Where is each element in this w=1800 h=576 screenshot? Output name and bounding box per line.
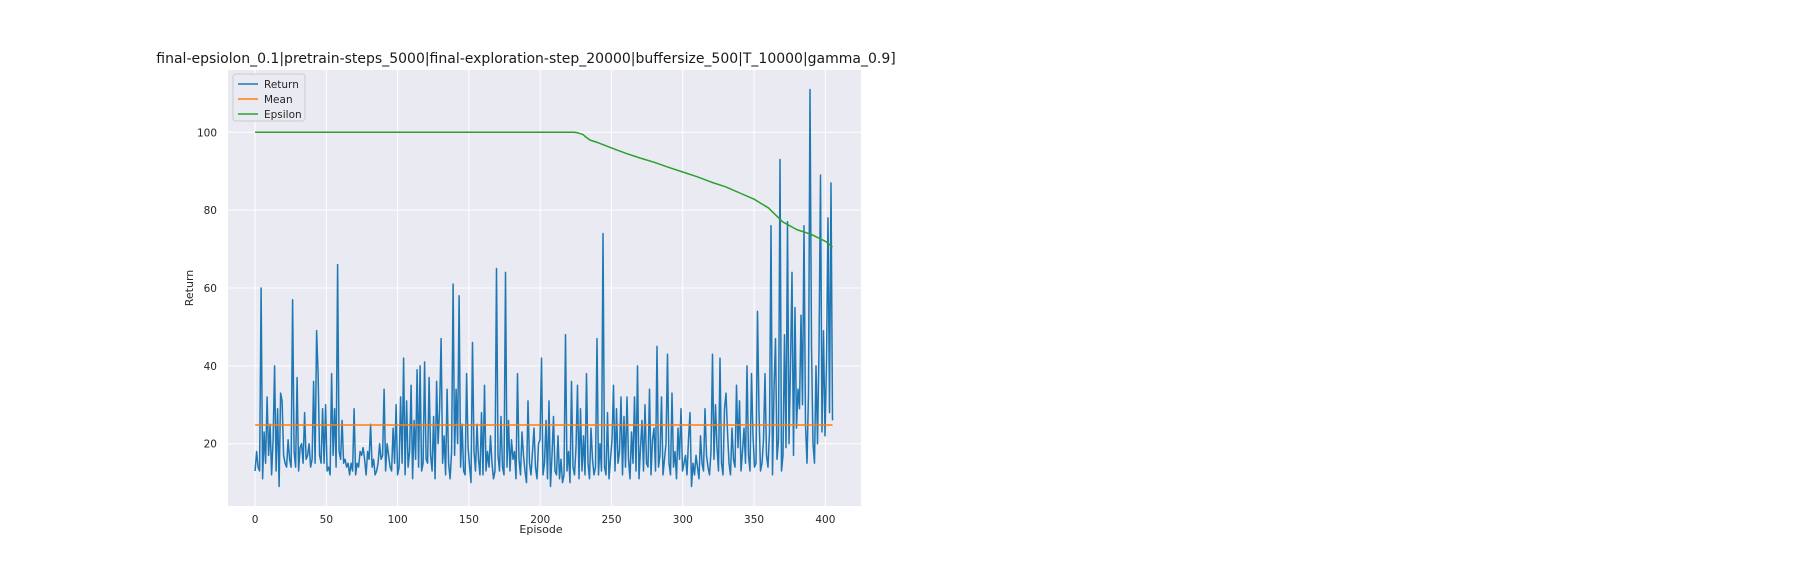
tick-labels: 0 50 100 150 200 250 300 350 400 20 40 60 80 100 xyxy=(197,127,835,526)
legend-box xyxy=(232,73,306,122)
x-tick-label: 400 xyxy=(815,514,835,526)
x-tick-label: 300 xyxy=(673,514,693,526)
legend-label: Return xyxy=(264,79,299,91)
x-tick-label: 50 xyxy=(320,514,333,526)
x-tick-label: 350 xyxy=(744,514,764,526)
y-axis-label: Return xyxy=(183,270,196,307)
series-line-return xyxy=(254,88,834,488)
legend: Return Mean Epsilon xyxy=(232,73,306,122)
x-tick-label: 100 xyxy=(388,514,408,526)
y-tick-label: 60 xyxy=(204,283,217,295)
y-tick-label: 40 xyxy=(204,361,217,373)
chart-title: final-epsiolon_0.1|pretrain-steps_5000|f… xyxy=(156,51,895,67)
x-tick-label: 250 xyxy=(601,514,621,526)
y-tick-label: 100 xyxy=(197,127,217,139)
legend-label: Mean xyxy=(264,94,293,106)
y-tick-label: 80 xyxy=(204,205,217,217)
x-axis-label: Episode xyxy=(519,523,562,536)
series-line-epsilon xyxy=(255,131,833,248)
x-tick-label: 0 xyxy=(252,514,259,526)
x-tick-label: 200 xyxy=(530,514,550,526)
legend-label: Epsilon xyxy=(264,109,302,121)
series-layer xyxy=(254,88,834,488)
y-tick-label: 20 xyxy=(204,439,217,451)
x-tick-label: 150 xyxy=(459,514,479,526)
